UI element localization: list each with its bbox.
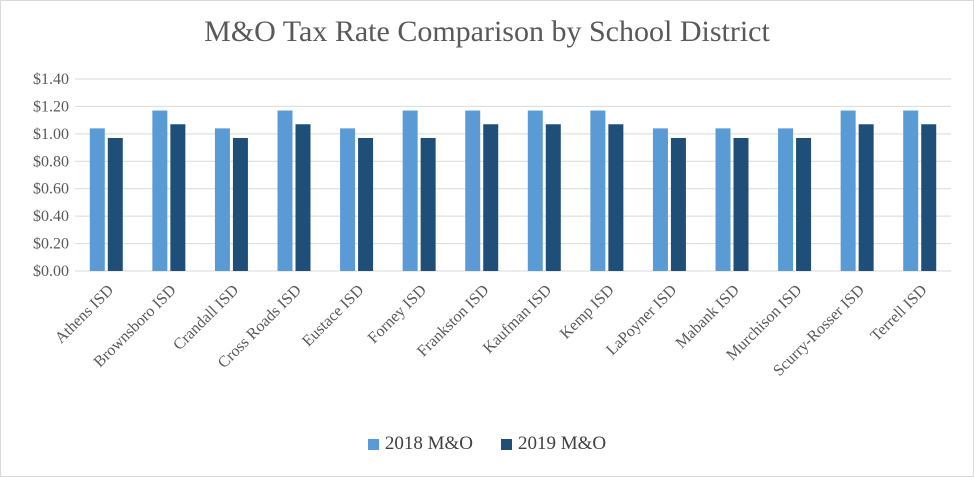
- bar-2018: [277, 110, 293, 272]
- legend-label: 2018 M&O: [384, 433, 473, 454]
- y-tick-label: $0.00: [33, 263, 69, 280]
- bar-2018: [402, 110, 418, 272]
- bar-2018: [590, 110, 606, 272]
- bar-2018: [214, 128, 230, 271]
- x-tick-label: Kemp ISD: [557, 282, 618, 343]
- bar-2018: [840, 110, 856, 272]
- bar-2019: [232, 137, 248, 271]
- x-tick-label: Terrell ISD: [867, 282, 930, 345]
- y-tick-label: $0.80: [33, 153, 69, 170]
- y-tick-label: $0.20: [33, 236, 69, 253]
- bar-2019: [107, 137, 123, 271]
- bar-2018: [903, 110, 919, 272]
- chart-legend: 2018 M&O 2019 M&O: [1, 433, 973, 455]
- bar-2019: [170, 124, 186, 271]
- x-tick-label: Athens ISD: [52, 282, 117, 347]
- x-tick-label: Mabank ISD: [673, 282, 743, 352]
- bar-2019: [483, 124, 499, 271]
- x-tick-label: Forney ISD: [365, 282, 430, 347]
- bar-2019: [545, 124, 561, 271]
- bar-2019: [858, 124, 874, 271]
- bar-2018: [715, 128, 731, 271]
- y-tick-label: $1.20: [33, 98, 69, 115]
- legend-item: 2019 M&O: [501, 433, 606, 455]
- legend-item: 2018 M&O: [367, 433, 473, 455]
- y-tick-label: $1.40: [33, 71, 69, 88]
- y-tick-label: $0.40: [33, 208, 69, 225]
- bar-2019: [608, 124, 624, 271]
- bar-2018: [152, 110, 168, 272]
- bar-2019: [733, 137, 749, 271]
- bar-2018: [89, 128, 105, 271]
- bar-2019: [295, 124, 311, 271]
- bar-2019: [921, 124, 937, 271]
- x-tick-label: Eustace ISD: [299, 282, 367, 350]
- bar-2018: [465, 110, 481, 272]
- bar-2018: [652, 128, 668, 271]
- legend-swatch: [367, 438, 379, 450]
- legend-swatch: [501, 438, 512, 450]
- bar-2019: [670, 137, 686, 271]
- chart-title: M&O Tax Rate Comparison by School Distri…: [204, 15, 770, 48]
- bar-2018: [340, 128, 356, 271]
- bar-2019: [796, 137, 812, 271]
- bar-2018: [527, 110, 543, 272]
- y-tick-label: $1.00: [33, 126, 69, 143]
- bar-2019: [420, 137, 436, 271]
- y-tick-label: $0.60: [33, 181, 69, 198]
- bar-2019: [358, 137, 374, 271]
- legend-label: 2019 M&O: [518, 433, 607, 454]
- bar-2018: [778, 128, 794, 271]
